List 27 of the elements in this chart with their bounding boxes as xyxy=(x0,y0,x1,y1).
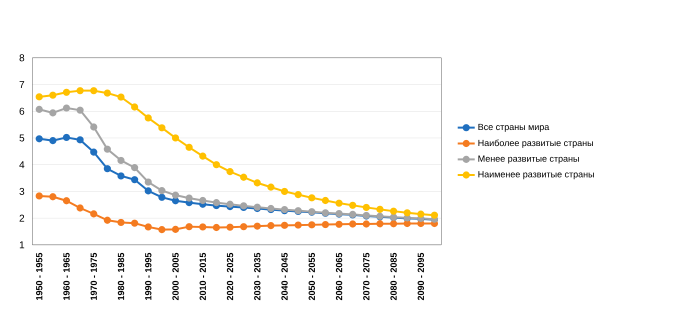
x-tick-label: 2020 - 2025 xyxy=(226,252,234,300)
y-tick-label: 6 xyxy=(20,107,24,115)
y-tick-label: 7 xyxy=(20,80,24,88)
legend-label: Менее развитые страны xyxy=(478,155,579,164)
x-tick-label: 1980 - 1985 xyxy=(118,252,124,300)
x-tick-label: 2060 - 2065 xyxy=(336,252,342,300)
legend-label: Все страны мира xyxy=(478,124,550,132)
x-tick-label: 2050 - 2055 xyxy=(308,252,315,300)
x-tick-label: 2030 - 2035 xyxy=(254,252,260,300)
legend-label: Наиболее развитые страны xyxy=(478,139,593,148)
y-tick-label: 5 xyxy=(20,134,24,142)
x-tick-label: 2000 - 2005 xyxy=(172,252,179,300)
x-tick-label: 2040 - 2045 xyxy=(281,252,288,300)
y-tick-label: 8 xyxy=(20,54,24,62)
y-tick-label: 3 xyxy=(19,188,24,195)
x-tick-label: 2090 - 2095 xyxy=(418,252,424,300)
x-tick-label: 1990 - 1995 xyxy=(145,252,152,300)
x-tick-label: 2070 - 2075 xyxy=(363,252,370,300)
x-tick-label: 1970 - 1975 xyxy=(90,252,97,300)
legend-label: Наименее развитые страны xyxy=(478,170,594,179)
x-tick-label: 2080 - 2085 xyxy=(390,252,397,300)
y-tick-label: 2 xyxy=(20,214,24,222)
y-tick-label: 4 xyxy=(19,161,24,168)
x-tick-label: 1960 - 1965 xyxy=(63,252,70,300)
x-tick-label: 1950 - 1955 xyxy=(36,252,42,300)
y-tick-label: 1 xyxy=(20,241,24,248)
x-tick-label: 2010 - 2015 xyxy=(200,252,206,300)
